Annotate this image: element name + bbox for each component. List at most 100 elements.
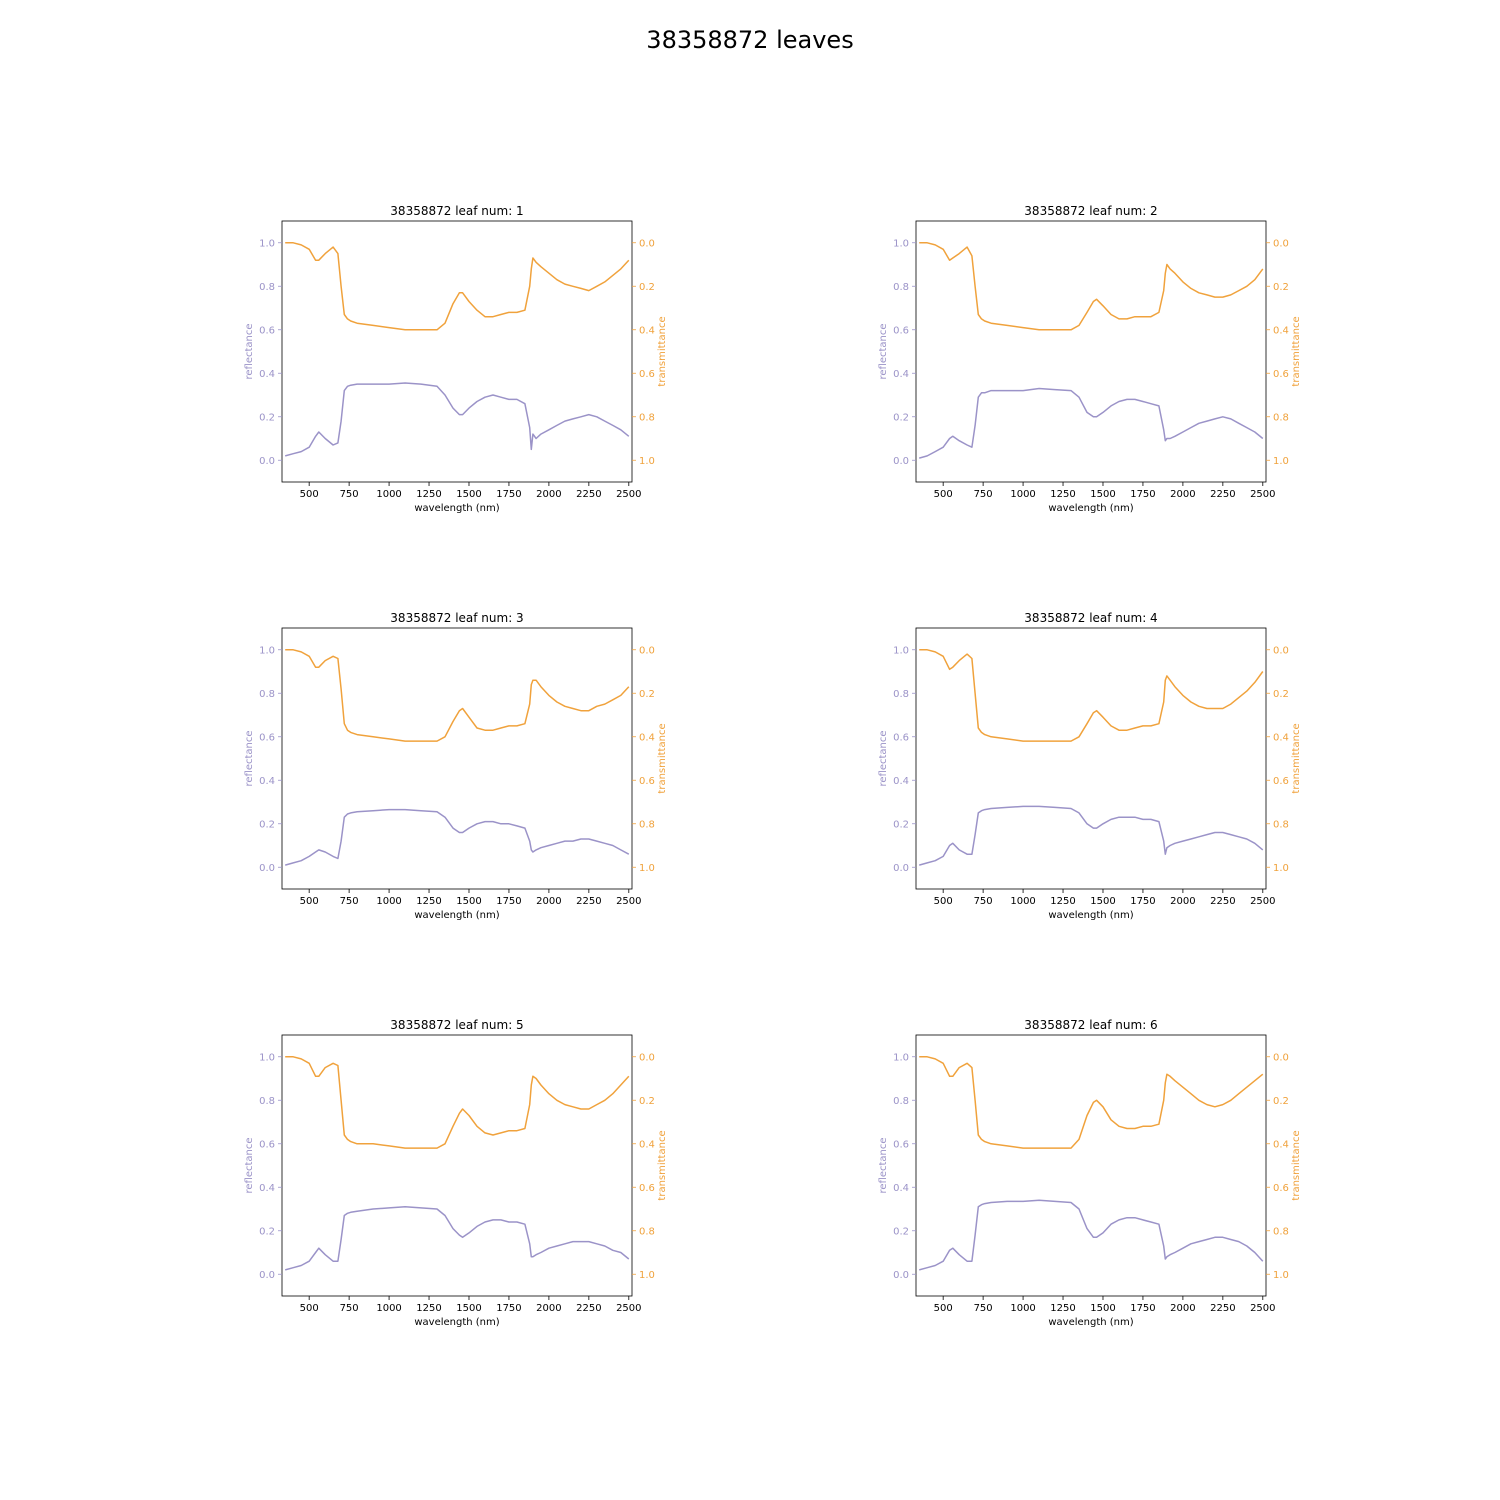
left-y-tick-label: 1.0 xyxy=(259,645,275,656)
transmittance-series-line xyxy=(285,1056,630,1149)
transmittance-series-line xyxy=(285,242,630,331)
x-tick-label: 1250 xyxy=(416,896,441,907)
left-y-tick-label: 0.8 xyxy=(259,1096,275,1107)
x-tick-label: 1500 xyxy=(1090,1303,1115,1314)
right-y-tick-label: 0.6 xyxy=(1273,1183,1289,1194)
left-y-tick-label: 1.0 xyxy=(259,238,275,249)
right-y-tick-label: 0.8 xyxy=(1273,412,1289,423)
x-tick-label: 1500 xyxy=(456,896,481,907)
right-y-tick-label: 0.6 xyxy=(639,1183,655,1194)
x-tick-label: 2000 xyxy=(536,1303,561,1314)
subplot-6: 38358872 leaf num: 6 500 750 1000 1250 1500 17… xyxy=(878,1018,1302,1328)
x-tick-label: 2250 xyxy=(576,1303,601,1314)
subplot-title: 38358872 leaf num: 2 xyxy=(1024,204,1157,218)
x-tick-label: 500 xyxy=(300,896,319,907)
x-tick-label: 750 xyxy=(340,896,359,907)
x-tick-label: 2000 xyxy=(1170,1303,1195,1314)
right-y-axis-label: transmittance xyxy=(1291,1130,1302,1200)
right-y-tick-label: 1.0 xyxy=(1273,1270,1289,1281)
right-y-tick-label: 0.8 xyxy=(1273,1226,1289,1237)
plot-frame xyxy=(281,220,633,483)
right-y-tick-label: 0.4 xyxy=(1273,1139,1289,1150)
x-tick-label: 500 xyxy=(934,1303,953,1314)
left-y-tick-label: 0.6 xyxy=(893,1139,909,1150)
left-y-tick-label: 0.8 xyxy=(893,689,909,700)
x-tick-label: 1000 xyxy=(1010,1303,1035,1314)
x-tick-label: 500 xyxy=(300,1303,319,1314)
subplot-5: 38358872 leaf num: 5 500 750 1000 1250 1500 17… xyxy=(244,1018,668,1328)
x-tick-label: 500 xyxy=(934,489,953,500)
x-tick-label: 1250 xyxy=(1050,896,1075,907)
x-tick-label: 2500 xyxy=(1250,1303,1275,1314)
left-y-axis-label: reflectance xyxy=(878,730,889,786)
x-tick-label: 1250 xyxy=(416,1303,441,1314)
x-tick-label: 1250 xyxy=(1050,489,1075,500)
right-y-tick-label: 0.6 xyxy=(639,776,655,787)
right-y-tick-label: 0.0 xyxy=(639,1052,655,1063)
right-y-tick-label: 0.2 xyxy=(639,1096,655,1107)
x-tick-label: 1750 xyxy=(1130,489,1155,500)
x-axis-label: wavelength (nm) xyxy=(1048,503,1133,514)
left-y-tick-label: 1.0 xyxy=(259,1052,275,1063)
x-tick-label: 1000 xyxy=(1010,489,1035,500)
x-tick-label: 1000 xyxy=(376,1303,401,1314)
left-y-axis-label: reflectance xyxy=(878,323,889,379)
left-y-tick-label: 0.0 xyxy=(893,456,909,467)
left-y-tick-label: 0.4 xyxy=(893,1183,909,1194)
right-y-tick-label: 1.0 xyxy=(639,1270,655,1281)
subplot-title: 38358872 leaf num: 3 xyxy=(390,611,523,625)
right-y-axis-label: transmittance xyxy=(657,316,668,386)
right-y-tick-label: 0.0 xyxy=(1273,645,1289,656)
left-y-tick-label: 0.4 xyxy=(893,369,909,380)
x-tick-label: 1500 xyxy=(1090,489,1115,500)
right-y-tick-label: 0.6 xyxy=(1273,776,1289,787)
x-tick-label: 1750 xyxy=(1130,896,1155,907)
transmittance-series-line xyxy=(919,649,1264,742)
left-y-tick-label: 0.4 xyxy=(259,369,275,380)
right-y-tick-label: 0.4 xyxy=(639,732,655,743)
right-y-axis-label: transmittance xyxy=(1291,316,1302,386)
subplot-title: 38358872 leaf num: 5 xyxy=(390,1018,523,1032)
right-y-tick-label: 1.0 xyxy=(639,456,655,467)
x-tick-label: 1750 xyxy=(496,1303,521,1314)
left-y-tick-label: 0.2 xyxy=(893,819,909,830)
x-tick-label: 750 xyxy=(974,1303,993,1314)
x-tick-label: 2250 xyxy=(1210,896,1235,907)
plot-frame xyxy=(915,1034,1267,1297)
left-y-tick-label: 1.0 xyxy=(893,238,909,249)
x-tick-label: 1750 xyxy=(1130,1303,1155,1314)
x-tick-label: 750 xyxy=(974,489,993,500)
x-tick-label: 2500 xyxy=(616,489,641,500)
right-y-tick-label: 0.0 xyxy=(1273,238,1289,249)
left-y-tick-label: 0.8 xyxy=(893,282,909,293)
subplot-3: 38358872 leaf num: 3 500 750 1000 1250 1500 17… xyxy=(244,611,668,921)
x-tick-label: 1000 xyxy=(376,489,401,500)
right-y-tick-label: 0.2 xyxy=(639,689,655,700)
right-y-axis-label: transmittance xyxy=(657,723,668,793)
left-y-tick-label: 0.0 xyxy=(259,1270,275,1281)
x-axis-label: wavelength (nm) xyxy=(1048,910,1133,921)
x-tick-label: 2500 xyxy=(1250,489,1275,500)
right-y-tick-label: 0.8 xyxy=(1273,819,1289,830)
right-y-tick-label: 0.4 xyxy=(1273,325,1289,336)
left-y-tick-label: 1.0 xyxy=(893,1052,909,1063)
left-y-tick-label: 0.2 xyxy=(893,412,909,423)
subplot-1: 38358872 leaf num: 1 500 750 1000 1250 1500 17… xyxy=(244,204,668,514)
x-tick-label: 1500 xyxy=(456,1303,481,1314)
x-tick-label: 2000 xyxy=(1170,896,1195,907)
x-tick-label: 1250 xyxy=(1050,1303,1075,1314)
x-tick-label: 1000 xyxy=(1010,896,1035,907)
right-y-tick-label: 1.0 xyxy=(1273,456,1289,467)
right-y-tick-label: 0.4 xyxy=(639,325,655,336)
x-tick-label: 1000 xyxy=(376,896,401,907)
figure-title: 38358872 leaves xyxy=(646,26,853,54)
x-tick-label: 2250 xyxy=(576,896,601,907)
right-y-tick-label: 0.8 xyxy=(639,1226,655,1237)
x-axis-label: wavelength (nm) xyxy=(1048,1317,1133,1328)
left-y-tick-label: 0.6 xyxy=(259,325,275,336)
right-y-tick-label: 0.0 xyxy=(639,238,655,249)
x-tick-label: 1750 xyxy=(496,489,521,500)
subplot-grid: 38358872 leaf num: 1 500 750 1000 1250 1500 17… xyxy=(244,204,1302,1328)
x-axis-label: wavelength (nm) xyxy=(414,910,499,921)
